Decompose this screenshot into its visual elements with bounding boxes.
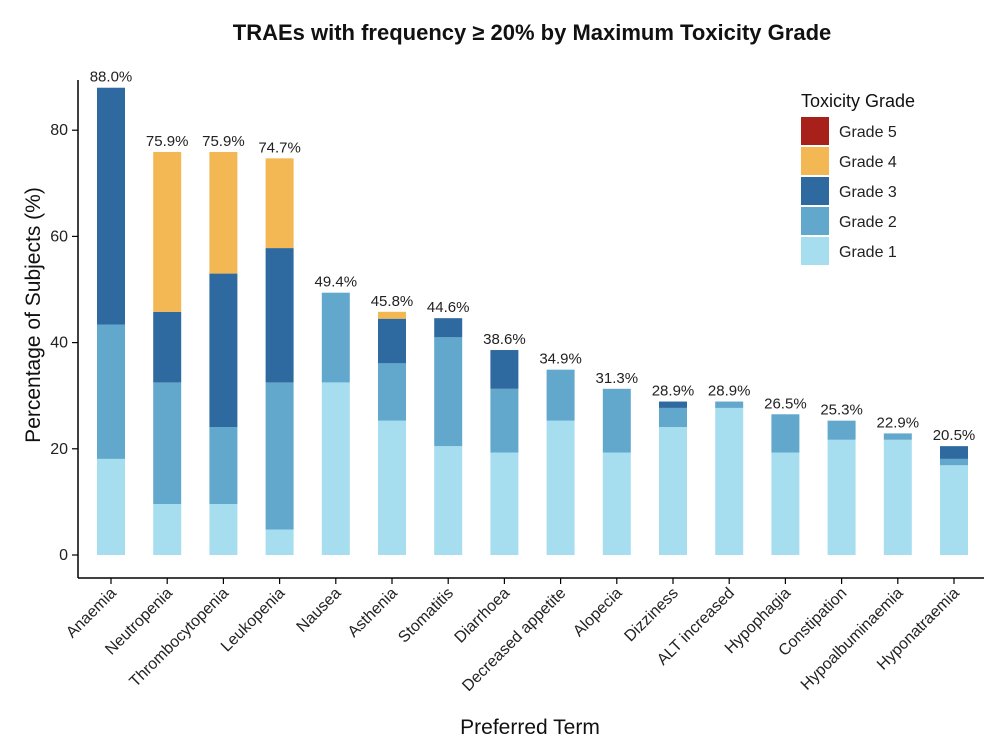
bar-segment-grade-3: [940, 446, 968, 459]
legend-label: Grade 1: [839, 244, 897, 261]
bar-segment-grade-3: [659, 401, 687, 408]
bar-total-label: 28.9%: [708, 383, 751, 400]
bar-segment-grade-2: [97, 324, 125, 459]
legend-swatch: [801, 177, 829, 205]
legend-swatch: [801, 117, 829, 145]
bar-segment-grade-1: [378, 420, 406, 555]
bar-total-label: 74.7%: [258, 139, 301, 156]
y-tick-label: 60: [50, 228, 68, 245]
bar-segment-grade-3: [97, 87, 125, 325]
y-tick-label: 80: [50, 122, 68, 139]
bar-segment-grade-1: [659, 427, 687, 555]
bar-segment-grade-2: [209, 427, 238, 505]
x-tick-label: Anaemia: [63, 585, 120, 642]
x-tick-label: Decreased appetite: [459, 585, 569, 695]
bar-total-label: 31.3%: [596, 370, 639, 387]
x-tick-label: Dizziness: [621, 585, 681, 645]
x-tick-label: Nausea: [294, 585, 345, 636]
bar-segment-grade-1: [546, 420, 575, 555]
legend-label: Grade 3: [839, 184, 897, 201]
bar-segment-grade-1: [97, 458, 125, 555]
bar-segment-grade-2: [715, 401, 744, 408]
legend: Toxicity Grade Grade 5 Grade 4 Grade 3 Grad…: [801, 91, 915, 265]
legend-swatch: [801, 237, 829, 265]
bar-segment-grade-4: [209, 151, 238, 274]
plot-area: 88.0% 75.9% 75.9% 74.7% 49.4% 45.8% 44.6% 38.6%…: [90, 69, 976, 555]
x-axis-title: Preferred Term: [460, 716, 600, 739]
bar-segment-grade-1: [602, 452, 631, 555]
bar-segment-grade-3: [378, 318, 406, 364]
bar-total-label: 25.3%: [820, 402, 863, 419]
bar-segment-grade-2: [321, 292, 350, 383]
bar-segment-grade-2: [490, 388, 519, 453]
chart-title: TRAEs with frequency ≥ 20% by Maximum To…: [233, 20, 832, 45]
bar-segment-grade-2: [546, 369, 575, 421]
y-tick-label: 20: [50, 441, 68, 458]
bar-segment-grade-4: [378, 311, 406, 319]
x-tick-label: Thrombocytopenia: [127, 585, 233, 691]
bar-total-label: 20.5%: [933, 427, 976, 444]
bar-segment-grade-1: [771, 452, 800, 555]
bar-total-label: 28.9%: [652, 383, 695, 400]
bar-segment-grade-3: [490, 350, 519, 389]
bar-segment-grade-2: [434, 337, 463, 447]
bar-total-label: 38.6%: [483, 331, 526, 348]
x-tick-label: Stomatitis: [395, 585, 457, 647]
bar-segment-grade-1: [883, 439, 912, 555]
bar-total-label: 75.9%: [202, 133, 245, 150]
bar-segment-grade-4: [265, 158, 294, 249]
bar-segment-grade-1: [940, 465, 968, 555]
x-tick-label: Hypoalbuminaemia: [798, 585, 907, 694]
bar-total-label: 34.9%: [539, 351, 582, 368]
bar-segment-grade-4: [153, 151, 182, 312]
bar-segment-grade-2: [940, 458, 968, 466]
bar-total-label: 45.8%: [371, 293, 414, 310]
bar-total-label: 75.9%: [146, 133, 189, 150]
bar-total-label: 22.9%: [877, 414, 920, 431]
bar-total-label: 88.0%: [90, 69, 133, 86]
x-tick-label: Alopecia: [570, 585, 625, 640]
bar-total-label: 26.5%: [764, 395, 807, 412]
y-tick-label: 40: [50, 335, 68, 352]
legend-label: Grade 2: [839, 214, 897, 231]
legend-label: Grade 4: [839, 154, 897, 171]
bar-segment-grade-3: [209, 273, 238, 428]
bar-segment-grade-3: [265, 248, 294, 383]
legend-swatch: [801, 207, 829, 235]
bar-segment-grade-2: [153, 382, 182, 505]
legend-swatch: [801, 147, 829, 175]
bar-segment-grade-3: [434, 318, 463, 338]
legend-label: Grade 5: [839, 124, 897, 141]
bar-segment-grade-1: [827, 439, 856, 555]
y-axis-ticks: 0 20 40 60 80: [50, 122, 78, 564]
x-axis-ticks: AnaemiaNeutropeniaThrombocytopeniaLeukop…: [63, 578, 963, 695]
bar-segment-grade-1: [265, 529, 294, 555]
y-axis-title: Percentage of Subjects (%): [22, 187, 45, 443]
bar-segment-grade-2: [827, 420, 856, 440]
bar-total-label: 44.6%: [427, 299, 470, 316]
bar-segment-grade-1: [434, 446, 463, 555]
bar-segment-grade-2: [883, 433, 912, 440]
bar-segment-grade-1: [209, 504, 238, 555]
bar-segment-grade-2: [265, 382, 294, 530]
bar-segment-grade-1: [715, 407, 744, 555]
legend-title: Toxicity Grade: [801, 91, 915, 111]
bar-segment-grade-1: [490, 452, 519, 555]
bar-segment-grade-2: [378, 363, 406, 421]
bar-segment-grade-2: [659, 407, 687, 428]
bar-segment-grade-3: [153, 311, 182, 383]
y-tick-label: 0: [59, 547, 68, 564]
bar-segment-grade-2: [771, 414, 800, 453]
bar-segment-grade-2: [602, 388, 631, 453]
bar-total-label: 49.4%: [315, 274, 358, 291]
bar-segment-grade-1: [321, 382, 350, 555]
x-tick-label: Asthenia: [345, 585, 401, 641]
bar-segment-grade-1: [153, 504, 182, 555]
